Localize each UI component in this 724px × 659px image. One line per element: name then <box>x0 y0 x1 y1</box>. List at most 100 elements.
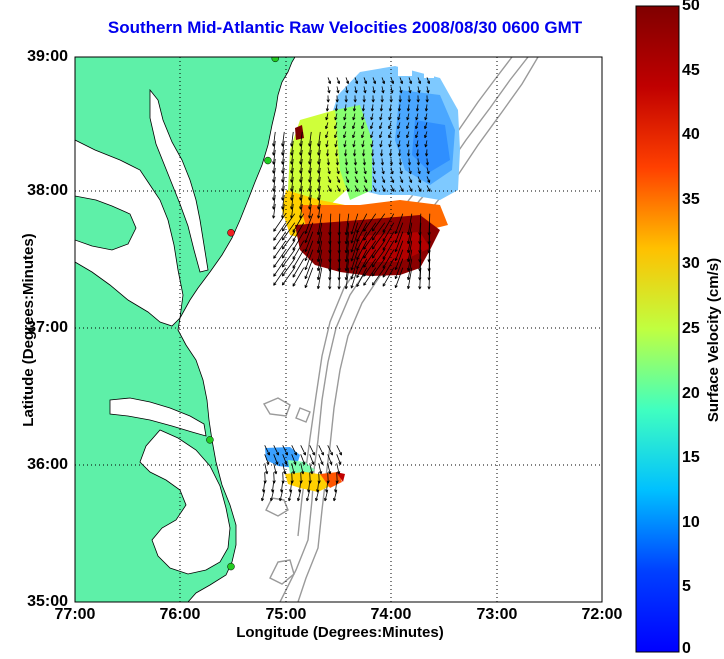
x-tick-73: 73:00 <box>476 606 518 623</box>
cb-tick-20: 20 <box>682 385 700 402</box>
velocity-arrow <box>394 240 404 262</box>
velocity-arrow <box>352 149 357 157</box>
velocity-arrow <box>424 104 429 112</box>
velocity-arrow <box>417 86 421 94</box>
velocity-arrow <box>370 140 374 148</box>
velocity-arrow <box>352 113 356 121</box>
velocity-arrow <box>388 113 392 121</box>
velocity-arrow <box>273 267 287 286</box>
velocity-arrow <box>381 167 385 175</box>
velocity-arrow <box>406 140 410 148</box>
velocity-arrow <box>336 463 341 475</box>
velocity-arrow <box>350 222 359 244</box>
velocity-arrow <box>426 167 430 175</box>
velocity-arrow <box>415 113 419 121</box>
velocity-arrow <box>337 267 341 290</box>
velocity-arrow <box>388 131 392 139</box>
velocity-arrow <box>334 122 338 130</box>
velocity-arrow <box>372 86 376 94</box>
velocity-arrow <box>356 222 368 243</box>
velocity-arrow <box>370 131 374 139</box>
velocity-arrow <box>406 222 413 245</box>
pamlico-sound <box>139 429 231 575</box>
velocity-arrow <box>382 267 395 287</box>
velocity-arrow <box>363 86 367 94</box>
velocity-arrow <box>292 240 305 260</box>
velocity-arrow <box>372 176 377 183</box>
velocity-arrow <box>394 222 404 244</box>
velocity-arrow <box>299 203 303 219</box>
station-marker <box>271 57 280 63</box>
velocity-arrow <box>291 454 297 465</box>
velocity-arrow <box>354 167 358 175</box>
velocity-arrow <box>382 231 395 251</box>
velocity-arrow <box>382 249 395 269</box>
velocity-arrow <box>356 258 368 279</box>
chesapeake-bay <box>75 139 184 327</box>
velocity-arrow <box>281 240 296 259</box>
velocity-arrow <box>343 149 348 157</box>
cb-tick-40: 40 <box>682 126 700 143</box>
velocity-arrow <box>382 222 395 242</box>
velocity-arrow <box>292 267 305 287</box>
velocity-arrow <box>356 213 368 234</box>
velocity-arrow <box>304 267 314 289</box>
velocity-arrow <box>260 490 266 502</box>
y-tick-35: 35:00 <box>27 593 68 610</box>
station-marker <box>227 229 235 237</box>
velocity-arrow <box>304 222 314 244</box>
velocity-arrow <box>327 463 332 475</box>
velocity-arrow <box>273 445 279 456</box>
velocity-arrow <box>325 113 329 121</box>
velocity-arrow <box>406 258 413 281</box>
velocity-arrow <box>415 131 419 139</box>
velocity-arrow <box>350 258 359 280</box>
velocity-arrow <box>352 131 356 139</box>
velocity-arrow <box>305 490 311 502</box>
velocity-arrow <box>406 249 413 272</box>
velocity-arrow <box>356 249 368 270</box>
velocity-arrow <box>336 86 340 94</box>
velocity-arrow <box>394 231 404 253</box>
velocity-arrow <box>426 77 431 85</box>
velocity-arrow <box>317 203 321 219</box>
velocity-arrow <box>362 158 367 166</box>
velocity-arrow <box>356 240 368 261</box>
velocity-arrow <box>352 104 357 112</box>
velocity-arrow <box>406 113 410 121</box>
velocity-arrow <box>398 158 403 166</box>
velocity-arrow <box>273 231 287 250</box>
velocity-arrow <box>406 267 413 290</box>
cb-tick-30: 30 <box>682 255 700 272</box>
velocity-arrow <box>361 131 365 139</box>
velocity-arrow <box>334 104 339 112</box>
velocity-arrow <box>334 131 338 139</box>
velocity-arrow <box>397 122 401 130</box>
colorbar <box>635 5 680 653</box>
velocity-arrow <box>272 203 276 219</box>
velocity-arrow <box>361 149 366 157</box>
velocity-arrow <box>397 131 401 139</box>
velocity-arrow <box>361 104 366 112</box>
velocity-arrow <box>415 149 420 157</box>
velocity-arrow <box>325 104 330 112</box>
velocity-arrow <box>304 258 314 280</box>
station-marker <box>206 436 214 444</box>
velocity-arrow <box>344 95 348 103</box>
velocity-field-south <box>265 447 345 492</box>
cb-tick-35: 35 <box>682 191 700 208</box>
velocity-arrow <box>381 176 386 183</box>
velocity-arrow <box>371 222 386 241</box>
cb-tick-0: 0 <box>682 640 691 657</box>
velocity-arrow <box>394 267 404 289</box>
velocity-arrow <box>308 203 312 219</box>
velocity-arrow <box>343 113 347 121</box>
velocity-arrow <box>424 122 428 130</box>
velocity-arrow <box>399 77 404 85</box>
velocity-arrow <box>334 113 338 121</box>
velocity-arrow <box>380 95 384 103</box>
station-markers <box>206 57 280 571</box>
velocity-arrow <box>336 167 340 175</box>
velocity-arrow <box>425 158 430 166</box>
velocity-arrow <box>326 158 331 166</box>
